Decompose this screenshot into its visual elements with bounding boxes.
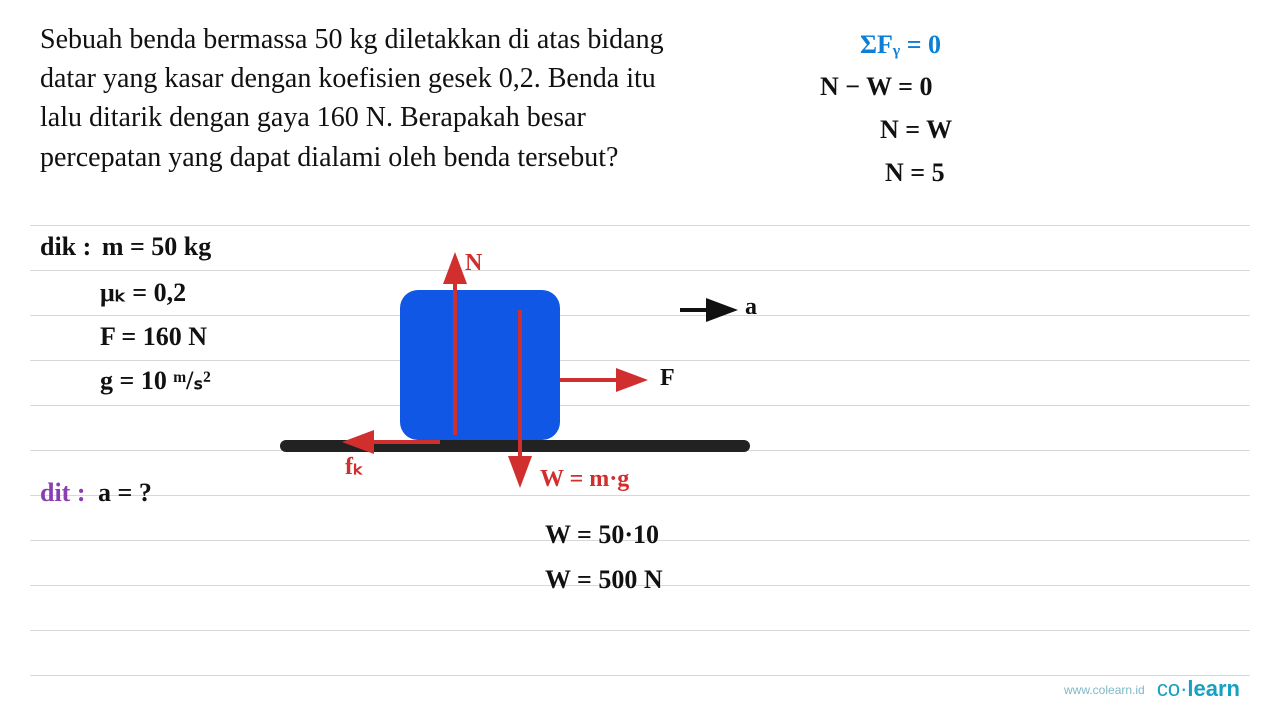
brand-url: www.colearn.id [1064,683,1145,697]
weight-calc-2: W = 500 N [545,565,663,595]
given-g: g = 10 ᵐ/ₛ² [100,366,211,396]
given-F: F = 160 N [100,322,207,352]
eq-n-equals-w: N = W [880,115,952,145]
brand-watermark: www.colearn.id co·learn [1064,676,1240,702]
free-body-diagram: N F a fₖ W = m·g [260,280,820,560]
given-mu: μₖ = 0,2 [100,278,186,308]
dik-label: dik : [40,232,91,261]
force-vectors [260,280,820,560]
problem-statement: Sebuah benda bermassa 50 kg diletakkan d… [40,20,670,177]
brand-co: co· [1157,676,1188,701]
weight-calc-1: W = 50·10 [545,520,659,550]
label-a: a [745,294,757,321]
given-m: m = 50 kg [102,232,211,261]
eq-sum-fy: ΣFᵧ = 0 [860,30,941,60]
eq-n-minus-w: N − W = 0 [820,72,932,102]
label-fk: fₖ [345,452,363,481]
label-N: N [465,250,482,277]
given-header: dik : m = 50 kg [40,232,211,262]
dit-label: dit : [40,478,86,507]
brand-learn: learn [1187,676,1240,701]
eq-n-equals-5: N = 5 [885,158,945,188]
label-W: W = m·g [540,466,629,493]
asked: dit : a = ? [40,478,152,508]
label-F: F [660,365,675,392]
asked-value: a = ? [98,478,152,507]
